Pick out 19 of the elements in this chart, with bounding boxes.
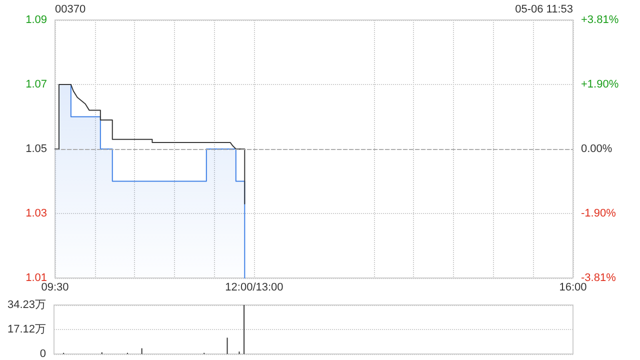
y2-tick-label: -1.90% — [581, 207, 616, 220]
x-tick-label: 12:00/13:00 — [225, 282, 284, 294]
y2-tick-label: +1.90% — [581, 78, 619, 91]
y2-tick-label: +3.81% — [581, 14, 619, 26]
x-tick-label: 09:30 — [41, 282, 69, 294]
x-tick-label: 16:00 — [559, 282, 587, 294]
y-tick-label: 1.09 — [26, 14, 47, 26]
y-tick-label: 17.12万 — [7, 323, 46, 336]
text: 05-06 11:53 — [515, 4, 574, 16]
y-tick-label: 0 — [40, 348, 46, 360]
chart-title: 00370 — [55, 4, 86, 16]
y-tick-label: 1.05 — [26, 143, 47, 155]
y-tick-label: 1.07 — [26, 78, 47, 90]
y-tick-label: 1.01 — [26, 272, 47, 284]
y2-tick-label: -3.81% — [581, 272, 616, 284]
y2-tick-label: 0.00% — [581, 143, 612, 155]
line-series — [54, 84, 246, 204]
y-tick-label: 34.23万 — [7, 299, 46, 311]
y-tick-label: 1.03 — [26, 208, 47, 220]
